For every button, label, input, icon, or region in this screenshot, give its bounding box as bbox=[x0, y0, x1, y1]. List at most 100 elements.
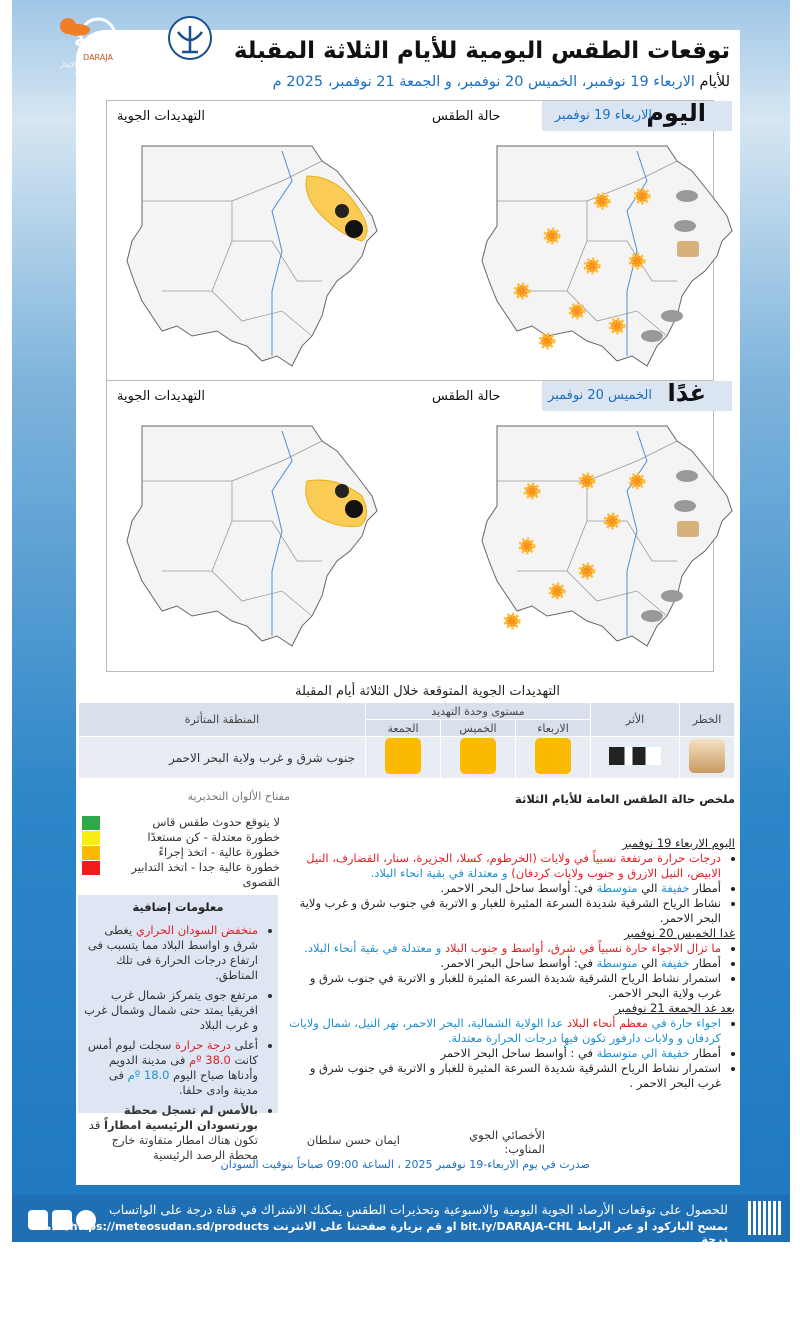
threat-level bbox=[385, 738, 421, 774]
weather-label: حالة الطقس bbox=[432, 389, 501, 404]
sun-icon bbox=[503, 612, 521, 630]
subtitle: للأيام الاربعاء 19 نوفمبر، الخميس 20 نوف… bbox=[273, 74, 730, 90]
header-level: مستوى وحدة التهديد bbox=[365, 702, 591, 720]
bullet-text: و معتدلة في بقية أنحاء البلاد. bbox=[304, 941, 445, 955]
dust-icon bbox=[677, 521, 699, 537]
day-header: اليوم الاربعاء 19 نوفمبر bbox=[542, 99, 732, 131]
sun-icon bbox=[628, 472, 646, 490]
impact-icon bbox=[335, 204, 349, 218]
unit-emblem-icon bbox=[177, 26, 203, 54]
bullet-text: أمطار bbox=[689, 956, 721, 970]
facebook-icon bbox=[28, 1210, 48, 1230]
threat-map bbox=[126, 145, 378, 367]
threats-table: الخطر الأثر مستوى وحدة التهديد المنطقة ا… bbox=[78, 702, 735, 779]
header-day: الخميس bbox=[440, 719, 516, 737]
bullet-text: في: أواسط ساحل البحر الاحمر. bbox=[440, 881, 597, 895]
extra-title: معلومات إضافية bbox=[132, 900, 224, 914]
legend: مفتاح الألوان التحذيرية لا يتوقع حدوث طق… bbox=[78, 790, 290, 890]
bullet-text: فى مدينة وادى حلفا. bbox=[108, 1068, 258, 1097]
bullet-text: درجة حرارة bbox=[175, 1038, 231, 1052]
summary-day-heading: اليوم الاربعاء 19 نوفمبر bbox=[622, 836, 735, 850]
logos: درجة DARAJA خدمة الأرصاد الجوية والإنذار… bbox=[60, 16, 220, 77]
bullet-text: و معتدلة في بقية انحاء البلاد. bbox=[370, 866, 512, 880]
bullet-text: خفيفة bbox=[661, 956, 690, 970]
bullet-text: متوسطة bbox=[596, 881, 638, 895]
sun-icon bbox=[523, 482, 541, 500]
cloud-icon bbox=[661, 590, 683, 602]
level-cell bbox=[515, 736, 591, 779]
forecast-panel: غدًا الخميس 20 نوفمبر حالة الطقس التهديدات … bbox=[106, 379, 733, 672]
header-region: المنطقة المتأثرة bbox=[78, 702, 366, 737]
header-hazard: الخطر bbox=[679, 702, 735, 737]
header-day: الاربعاء bbox=[515, 719, 591, 737]
legend-swatch bbox=[82, 831, 100, 845]
river bbox=[271, 150, 293, 356]
bullet: نشاط الرياح الشرقية شديدة السرعة المثيرة… bbox=[285, 896, 721, 926]
river bbox=[271, 430, 293, 636]
day-date: الخميس 20 نوفمبر bbox=[548, 388, 652, 403]
threat-row: جنوب شرق و غرب ولاية البحر الاحمر bbox=[78, 736, 735, 779]
river bbox=[626, 150, 648, 356]
logo-cloud bbox=[66, 24, 90, 36]
sun-icon bbox=[543, 227, 561, 245]
bullet-text: أمطار bbox=[689, 1046, 721, 1060]
region-cell: جنوب شرق و غرب ولاية البحر الاحمر bbox=[78, 736, 366, 779]
bullet-text: فى مدينة الدويم وأدناها صباح اليوم bbox=[108, 1053, 258, 1082]
bullet-list: ما تزال الاجواء حارة نسبياً في شرق، أواس… bbox=[285, 941, 735, 1001]
legend-swatch bbox=[82, 846, 100, 860]
bullet-text: في : أواسط ساحل البحر الاحمر bbox=[440, 1046, 597, 1060]
bullet-list: منخفض السودان الحراري يغطى شرق و اواسط ا… bbox=[84, 923, 272, 1163]
cloud-icon bbox=[674, 220, 696, 232]
impact-icon bbox=[345, 220, 363, 238]
bullet-text: مرتفع جوى يتمركز شمال غرب افريقيا يمتد ح… bbox=[84, 988, 258, 1032]
state-borders bbox=[497, 440, 678, 617]
cloud-icon bbox=[674, 500, 696, 512]
logo-latin: DARAJA bbox=[83, 53, 113, 62]
legend-text: لا يتوقع حدوث طقس قاس bbox=[152, 815, 280, 829]
bullet: أمطار خفيفة الي متوسطة في: أواسط ساحل ال… bbox=[285, 881, 721, 896]
bullet: ما تزال الاجواء حارة نسبياً في شرق، أواس… bbox=[285, 941, 721, 956]
cloud-icon bbox=[641, 330, 663, 342]
bullet-text: معظم أنحاء البلاد bbox=[566, 1016, 648, 1030]
dust-hazard-icon bbox=[689, 739, 725, 773]
bullet: مرتفع جوى يتمركز شمال غرب افريقيا يمتد ح… bbox=[84, 988, 258, 1033]
threat-level bbox=[535, 738, 571, 774]
legend-swatch bbox=[82, 816, 100, 830]
bullet-text: درجات حرارة مرتفعة نسبياً في ولايات (الخ… bbox=[306, 851, 721, 880]
dust-icon bbox=[677, 241, 699, 257]
impact-icon bbox=[335, 484, 349, 498]
bullet-text: استمرار نشاط الرياح الشرقية شديدة السرعة… bbox=[309, 1061, 721, 1090]
extra-body: منخفض السودان الحراري يغطى شرق و اواسط ا… bbox=[78, 923, 278, 1163]
sun-icon bbox=[593, 192, 611, 210]
state-borders bbox=[142, 440, 323, 617]
bullet-list: اجواء حارة في معظم أنحاء البلاد عدا الول… bbox=[285, 1016, 735, 1091]
day-header: غدًا الخميس 20 نوفمبر bbox=[542, 379, 732, 411]
impact-icon bbox=[345, 500, 363, 518]
country-outline bbox=[126, 145, 378, 367]
logo-name: درجة bbox=[74, 27, 122, 51]
legend-item: خطورة معتدلة - كن مستعدًا bbox=[78, 830, 290, 845]
subtitle-prefix: للأيام bbox=[699, 74, 730, 90]
bullet: أمطار خفيفة الي متوسطة في : أواسط ساحل ا… bbox=[285, 1046, 721, 1061]
bullet-text: 38.0 ºم bbox=[189, 1053, 231, 1067]
legend-title: مفتاح الألوان التحذيرية bbox=[187, 790, 290, 803]
bullet-text: خفيفة bbox=[661, 881, 690, 895]
sun-icon bbox=[578, 562, 596, 580]
bullet-text: في: أواسط ساحل البحر الاحمر. bbox=[440, 956, 597, 970]
weather-label: حالة الطقس bbox=[432, 109, 501, 124]
bullet: استمرار نشاط الرياح الشرقية شديدة السرعة… bbox=[285, 971, 721, 1001]
threat-level bbox=[460, 738, 496, 774]
sun-icon bbox=[583, 257, 601, 275]
state-borders bbox=[497, 160, 678, 337]
sun-icon bbox=[538, 332, 556, 350]
subtitle-dates: الاربعاء 19 نوفمبر، الخميس 20 نوفمبر، و … bbox=[272, 74, 695, 90]
forecaster-name: ايمان حسن سلطان bbox=[306, 1133, 400, 1147]
sun-icon bbox=[518, 537, 536, 555]
cloud-icon bbox=[641, 610, 663, 622]
social-icons bbox=[28, 1210, 96, 1230]
summary-title: ملخص حالة الطقس العامة للأيام الثلاثة bbox=[515, 792, 735, 806]
bullet-text: نشاط الرياح الشرقية شديدة السرعة المثيرة… bbox=[299, 896, 721, 925]
weather-map bbox=[481, 145, 733, 367]
bullet-text: عدا الولاية الشمالية، البحر الاحمر، نهر … bbox=[289, 1016, 721, 1045]
